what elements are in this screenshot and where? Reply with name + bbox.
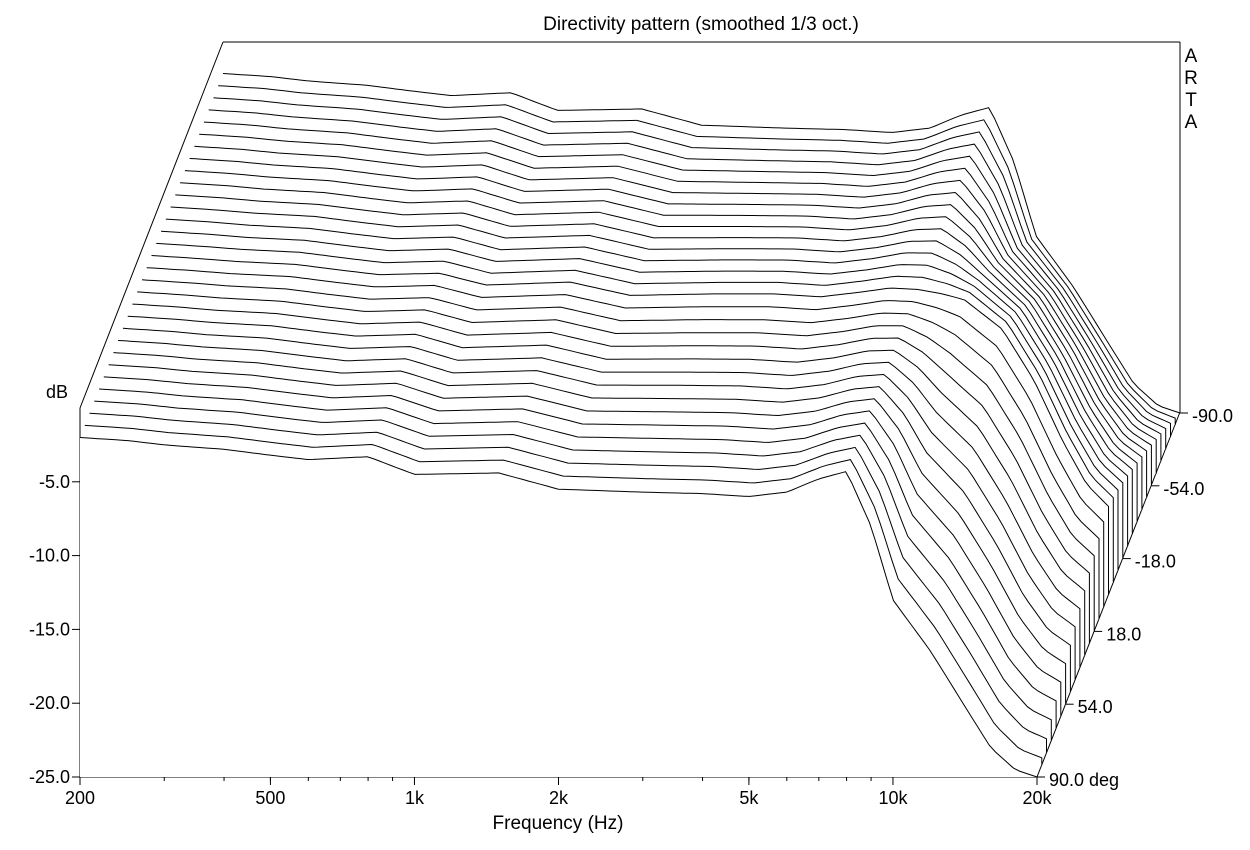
z-axis-ticks: 90.0 deg 54.0 18.0 -18.0 -54.0 -90.0 bbox=[1037, 406, 1233, 790]
z-tick-label: -54.0 bbox=[1163, 479, 1204, 499]
curve-angle-84 bbox=[84, 424, 1043, 765]
z-tick-label: -90.0 bbox=[1192, 406, 1233, 426]
curve-angle-72 bbox=[94, 400, 1052, 741]
curve-angle-12 bbox=[141, 279, 1100, 620]
curve-angle-18 bbox=[137, 291, 1095, 632]
x-tick-label: 2k bbox=[549, 788, 569, 808]
x-axis-ticks: 200 500 1k 2k 5k 10k 20k bbox=[65, 777, 1053, 808]
x-tick-label: 200 bbox=[65, 788, 95, 808]
curve-angle--60 bbox=[199, 133, 1157, 474]
curve-angle-78 bbox=[89, 412, 1047, 753]
z-tick-label: -18.0 bbox=[1135, 552, 1176, 572]
y-axis-ticks: -5.0 -10.0 -15.0 -20.0 -25.0 bbox=[29, 472, 80, 787]
curve-angle-42 bbox=[118, 340, 1076, 680]
curve-angle-48 bbox=[113, 352, 1071, 693]
curve-angle--66 bbox=[203, 121, 1162, 462]
curve-angle-30 bbox=[127, 315, 1086, 656]
curve-angle-60 bbox=[103, 376, 1062, 717]
curve-angle-6 bbox=[146, 267, 1105, 608]
x-tick-label: 5k bbox=[739, 788, 759, 808]
curve-angle--12 bbox=[160, 230, 1119, 571]
curve-angle-54 bbox=[108, 364, 1067, 705]
curve-angle--78 bbox=[213, 97, 1171, 438]
curve-angle-0 bbox=[151, 255, 1109, 595]
curve-angle-36 bbox=[122, 327, 1081, 668]
chart-title: Directivity pattern (smoothed 1/3 oct.) bbox=[543, 14, 859, 35]
x-axis-label: Frequency (Hz) bbox=[493, 813, 624, 834]
curve-angle--36 bbox=[180, 182, 1138, 523]
x-tick-label: 500 bbox=[255, 788, 285, 808]
y-tick-label: -5.0 bbox=[39, 472, 70, 492]
z-tick-label: 18.0 bbox=[1106, 624, 1141, 644]
y-axis-label: dB bbox=[46, 382, 68, 402]
y-tick-label: -15.0 bbox=[29, 619, 70, 639]
curve-angle-24 bbox=[132, 303, 1090, 644]
response-curves bbox=[79, 73, 1181, 778]
z-tick-label: 90.0 deg bbox=[1049, 770, 1119, 790]
curve-angle--42 bbox=[184, 170, 1143, 511]
curve-angle--18 bbox=[165, 218, 1124, 559]
z-tick-label: 54.0 bbox=[1078, 697, 1113, 717]
y-tick-label: -10.0 bbox=[29, 546, 70, 566]
x-tick-label: 1k bbox=[405, 788, 425, 808]
y-tick-label: -25.0 bbox=[29, 767, 70, 787]
curve-angle-66 bbox=[99, 388, 1057, 729]
curve-angle--84 bbox=[218, 85, 1176, 426]
curve-angle-90 bbox=[79, 437, 1038, 778]
y-tick-label: -20.0 bbox=[29, 693, 70, 713]
x-tick-label: 20k bbox=[1022, 788, 1052, 808]
curve-angle--6 bbox=[156, 242, 1114, 583]
curve-angle--72 bbox=[208, 109, 1167, 450]
curve-angle--90 bbox=[222, 73, 1181, 414]
curve-angle--24 bbox=[170, 206, 1129, 547]
frame-edge-left bbox=[79, 41, 224, 409]
curve-angle--30 bbox=[175, 194, 1133, 535]
x-tick-label: 10k bbox=[878, 788, 908, 808]
curve-angle--54 bbox=[194, 145, 1152, 486]
curve-angle--48 bbox=[189, 158, 1148, 498]
curve-mask bbox=[80, 437, 1037, 777]
